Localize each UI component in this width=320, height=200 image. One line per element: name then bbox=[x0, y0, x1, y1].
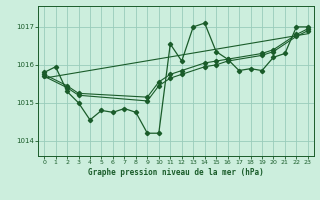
X-axis label: Graphe pression niveau de la mer (hPa): Graphe pression niveau de la mer (hPa) bbox=[88, 168, 264, 177]
